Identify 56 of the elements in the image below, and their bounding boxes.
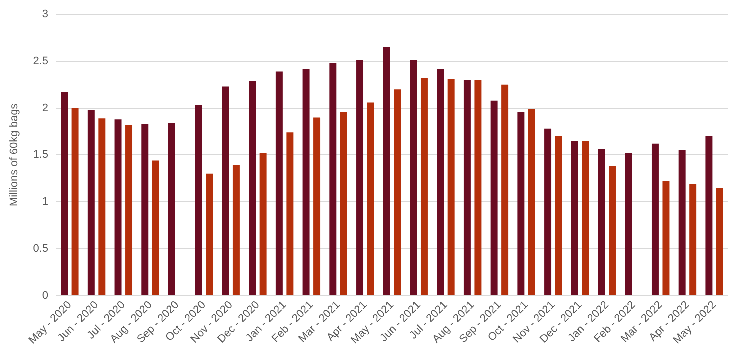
bar <box>678 150 686 296</box>
bar <box>356 60 364 296</box>
y-tick-label: 0.5 <box>33 242 48 255</box>
bar <box>126 125 133 296</box>
y-tick-label: 1 <box>42 196 48 208</box>
bar <box>260 153 267 296</box>
y-tick-label: 3 <box>42 8 48 21</box>
bar <box>142 124 149 296</box>
bar <box>152 160 160 296</box>
bar <box>206 174 214 296</box>
bar <box>662 181 670 296</box>
bar <box>652 144 659 296</box>
bar <box>490 100 498 296</box>
bar <box>72 108 79 296</box>
bar <box>367 102 374 296</box>
bar <box>518 112 525 296</box>
bar <box>98 118 106 296</box>
bar <box>420 78 428 296</box>
bar <box>582 141 590 296</box>
y-tick-label: 1.5 <box>33 149 48 162</box>
bar <box>502 84 509 296</box>
bar <box>222 86 230 296</box>
bar <box>249 81 256 296</box>
bar <box>474 80 482 296</box>
bar <box>383 47 390 296</box>
bar <box>555 136 562 296</box>
bar <box>168 123 176 296</box>
y-axis-title: Millions of 60kg bags <box>8 103 21 207</box>
bar <box>716 188 724 296</box>
bar <box>302 68 310 296</box>
bar <box>114 120 122 296</box>
bar <box>609 166 616 296</box>
bar <box>410 60 418 296</box>
bar <box>598 150 606 296</box>
bar <box>437 68 444 296</box>
y-tick-label: 0 <box>42 290 48 302</box>
bar <box>88 110 95 296</box>
bar <box>232 165 240 296</box>
bar <box>61 92 68 296</box>
bar <box>195 106 202 296</box>
y-tick-label: 2.5 <box>33 55 48 68</box>
bar <box>571 141 578 296</box>
bar <box>448 79 455 296</box>
bar <box>528 109 536 296</box>
bar <box>286 132 294 296</box>
bar <box>690 184 697 296</box>
bar <box>276 72 283 296</box>
bar <box>394 90 402 296</box>
bar <box>314 118 321 296</box>
bar <box>544 128 552 296</box>
bar <box>330 63 337 296</box>
y-tick-label: 2 <box>42 102 48 114</box>
bar <box>706 136 713 296</box>
bar <box>464 80 471 296</box>
bar <box>340 112 348 296</box>
bar <box>625 153 632 296</box>
